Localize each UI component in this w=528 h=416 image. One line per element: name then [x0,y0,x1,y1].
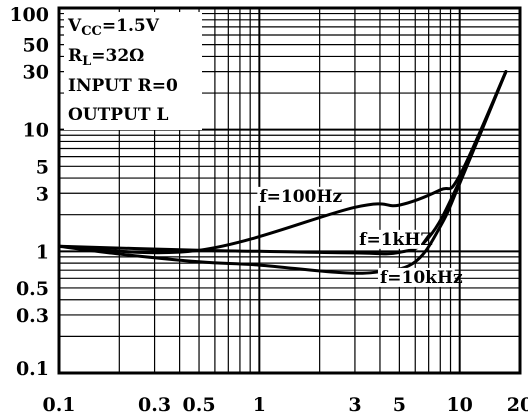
x-tick-label: 1 [253,394,266,416]
vcc-main: V [67,16,82,36]
curve-labels: f=100Hz f=1kHZ f=10kHz [257,186,463,288]
x-tick-label: 3 [348,394,361,416]
x-tick-label: 0.3 [138,394,171,416]
curve-label: f=10kHz [380,268,463,288]
y-tick-label: 100 [9,4,49,26]
series-line [57,70,508,275]
output-label: OUTPUT L [68,105,168,125]
conditions-background [64,12,202,130]
x-tick-label: 20 [507,394,528,416]
curve-label-background [357,229,424,249]
x-tick-label: 5 [393,394,406,416]
curve-label: f=100Hz [259,187,342,207]
y-tick-label: 0.1 [16,358,49,380]
curve-label-background [257,186,335,206]
y-tick-labels: 0.1 0.3 0.5 1 3 5 10 30 50 100 [9,4,49,380]
y-tick-label: 30 [23,62,49,84]
rl-main: R [68,46,83,66]
rl-value: =32Ω [91,46,144,66]
y-tick-label: 0.5 [16,278,49,300]
y-tick-label: 3 [36,183,49,205]
input-label: INPUT R=0 [68,76,178,96]
y-tick-label: 0.3 [16,305,49,327]
vcc-value: =1.5V [102,16,160,36]
x-tick-label: 10 [446,394,472,416]
curves [57,70,508,275]
rl-sub: L [82,54,91,69]
rl-label: RL=32Ω [68,46,144,69]
curve-label-background [377,267,455,287]
vcc-sub: CC [81,24,102,39]
y-tick-label: 50 [23,35,49,57]
y-tick-label: 10 [23,120,49,142]
x-tick-label: 0.5 [183,394,216,416]
y-tick-label: 1 [36,241,49,263]
curve-label: f=1kHZ [359,230,433,250]
vcc-label: VCC=1.5V [67,16,160,39]
plot-frame [57,6,522,375]
y-tick-label: 5 [36,156,49,178]
conditions-box: VCC=1.5V RL=32Ω INPUT R=0 OUTPUT L [64,12,202,130]
x-tick-label: 0.1 [42,394,75,416]
x-tick-labels: 0.1 0.3 0.5 1 3 5 10 20 [42,394,528,416]
